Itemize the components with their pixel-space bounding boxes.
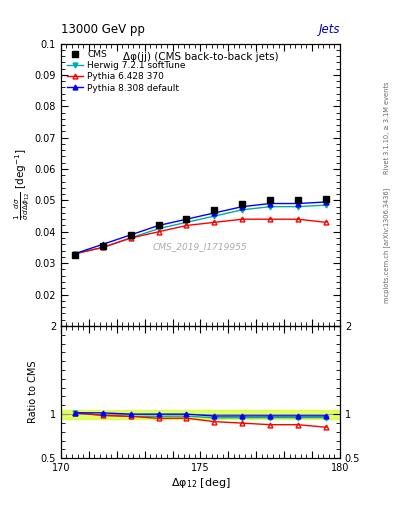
Pythia 6.428 370: [268, 216, 273, 222]
Herwig 7.2.1 softTune: [324, 202, 329, 208]
CMS: [324, 196, 329, 202]
CMS: [184, 216, 189, 222]
Text: mcplots.cern.ch [arXiv:1306.3436]: mcplots.cern.ch [arXiv:1306.3436]: [384, 188, 391, 304]
Y-axis label: $\frac{1}{\bar{\sigma}}\frac{d\sigma}{d\Delta\phi_{12}}$ [deg$^{-1}$]: $\frac{1}{\bar{\sigma}}\frac{d\sigma}{d\…: [12, 149, 32, 221]
Text: 13000 GeV pp: 13000 GeV pp: [61, 23, 145, 36]
CMS: [101, 243, 105, 249]
Pythia 8.308 default: [296, 201, 301, 207]
CMS: [296, 197, 301, 203]
Y-axis label: Ratio to CMS: Ratio to CMS: [28, 361, 38, 423]
CMS: [156, 222, 161, 228]
Text: Δφ(jj) (CMS back-to-back jets): Δφ(jj) (CMS back-to-back jets): [123, 52, 278, 62]
Text: CMS_2019_I1719955: CMS_2019_I1719955: [153, 242, 248, 251]
Pythia 6.428 370: [212, 219, 217, 225]
Herwig 7.2.1 softTune: [268, 204, 273, 210]
Text: Jets: Jets: [318, 23, 340, 36]
X-axis label: Δφ$_{12}$ [deg]: Δφ$_{12}$ [deg]: [171, 476, 230, 490]
Pythia 8.308 default: [240, 204, 245, 210]
Pythia 8.308 default: [156, 222, 161, 228]
CMS: [212, 207, 217, 213]
Pythia 6.428 370: [240, 216, 245, 222]
Pythia 8.308 default: [101, 241, 105, 247]
Pythia 6.428 370: [101, 244, 105, 250]
Line: Pythia 8.308 default: Pythia 8.308 default: [72, 200, 329, 256]
Pythia 8.308 default: [324, 199, 329, 205]
Herwig 7.2.1 softTune: [212, 213, 217, 219]
Pythia 6.428 370: [324, 219, 329, 225]
Line: Pythia 6.428 370: Pythia 6.428 370: [72, 217, 329, 256]
Herwig 7.2.1 softTune: [101, 244, 105, 250]
Pythia 8.308 default: [212, 210, 217, 216]
Text: Rivet 3.1.10, ≥ 3.1M events: Rivet 3.1.10, ≥ 3.1M events: [384, 82, 390, 174]
Line: Herwig 7.2.1 softTune: Herwig 7.2.1 softTune: [72, 203, 329, 256]
Legend: CMS, Herwig 7.2.1 softTune, Pythia 6.428 370, Pythia 8.308 default: CMS, Herwig 7.2.1 softTune, Pythia 6.428…: [65, 48, 187, 94]
Herwig 7.2.1 softTune: [296, 204, 301, 210]
Herwig 7.2.1 softTune: [240, 207, 245, 213]
Pythia 6.428 370: [296, 216, 301, 222]
Bar: [61, 410, 340, 418]
Line: CMS: CMS: [72, 196, 329, 259]
Pythia 8.308 default: [184, 216, 189, 222]
Pythia 6.428 370: [184, 222, 189, 228]
Herwig 7.2.1 softTune: [156, 226, 161, 232]
CMS: [129, 232, 133, 238]
CMS: [268, 197, 273, 203]
Herwig 7.2.1 softTune: [73, 251, 77, 257]
CMS: [240, 201, 245, 207]
CMS: [73, 252, 77, 259]
Herwig 7.2.1 softTune: [184, 219, 189, 225]
Pythia 6.428 370: [156, 229, 161, 235]
Herwig 7.2.1 softTune: [129, 235, 133, 241]
Pythia 6.428 370: [73, 251, 77, 257]
Pythia 8.308 default: [129, 232, 133, 238]
Pythia 8.308 default: [268, 201, 273, 207]
Pythia 8.308 default: [73, 251, 77, 257]
Pythia 6.428 370: [129, 235, 133, 241]
